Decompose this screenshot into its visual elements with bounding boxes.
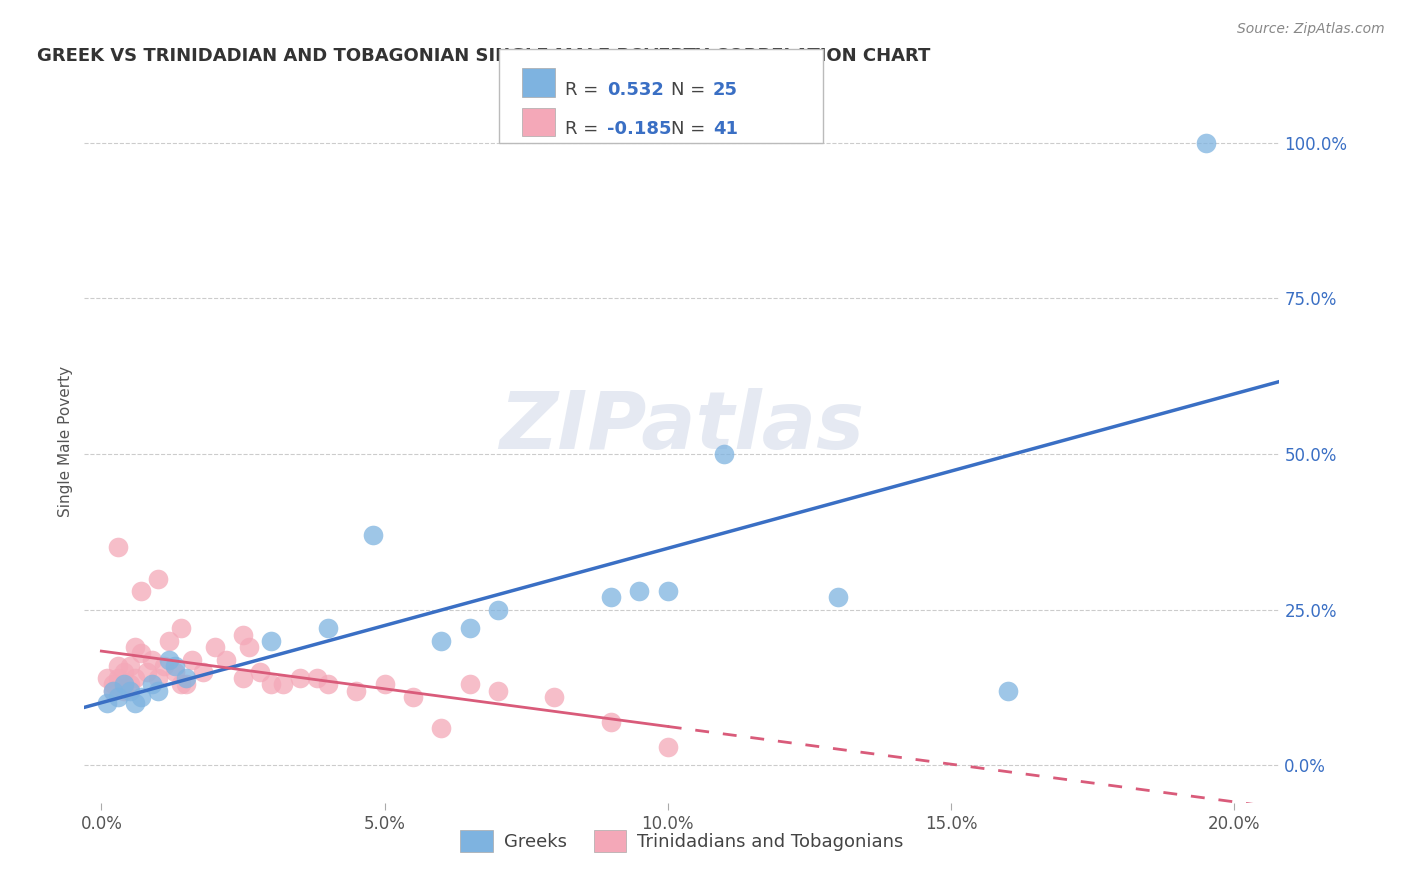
- Point: [193, 665, 215, 679]
- Point: [152, 658, 174, 673]
- Point: [486, 603, 509, 617]
- Point: [374, 677, 396, 691]
- Point: [107, 671, 129, 685]
- Point: [288, 671, 311, 685]
- Point: [600, 714, 623, 729]
- Text: R =: R =: [565, 120, 605, 138]
- Point: [124, 640, 146, 654]
- Point: [713, 447, 735, 461]
- Point: [260, 633, 283, 648]
- Point: [129, 584, 152, 599]
- Point: [146, 572, 169, 586]
- Point: [129, 690, 152, 704]
- Point: [141, 677, 163, 691]
- Text: N =: N =: [671, 81, 710, 99]
- Point: [163, 665, 186, 679]
- Text: ZIPatlas: ZIPatlas: [499, 388, 865, 467]
- Point: [600, 591, 623, 605]
- Point: [827, 591, 849, 605]
- Point: [112, 665, 135, 679]
- Point: [215, 652, 238, 666]
- Point: [232, 671, 254, 685]
- Text: GREEK VS TRINIDADIAN AND TOBAGONIAN SINGLE MALE POVERTY CORRELATION CHART: GREEK VS TRINIDADIAN AND TOBAGONIAN SING…: [37, 47, 929, 65]
- Text: -0.185: -0.185: [607, 120, 672, 138]
- Point: [316, 621, 339, 635]
- Text: 41: 41: [713, 120, 738, 138]
- Point: [118, 683, 141, 698]
- Point: [181, 652, 204, 666]
- Point: [118, 677, 141, 691]
- Point: [107, 541, 129, 555]
- Point: [169, 677, 191, 691]
- Point: [430, 721, 453, 735]
- Point: [176, 671, 198, 685]
- Point: [112, 683, 135, 698]
- Point: [305, 671, 328, 685]
- Point: [118, 658, 141, 673]
- Point: [657, 584, 679, 599]
- Point: [146, 683, 169, 698]
- Point: [260, 677, 283, 691]
- Point: [249, 665, 271, 679]
- Point: [157, 633, 180, 648]
- Point: [96, 696, 118, 710]
- Point: [997, 683, 1019, 698]
- Point: [657, 739, 679, 754]
- Y-axis label: Single Male Poverty: Single Male Poverty: [58, 366, 73, 517]
- Point: [101, 683, 124, 698]
- Text: Source: ZipAtlas.com: Source: ZipAtlas.com: [1237, 22, 1385, 37]
- Point: [124, 696, 146, 710]
- Point: [430, 633, 453, 648]
- Point: [204, 640, 226, 654]
- Point: [129, 646, 152, 660]
- Point: [232, 627, 254, 641]
- Point: [176, 677, 198, 691]
- Point: [238, 640, 260, 654]
- Point: [344, 683, 367, 698]
- Text: R =: R =: [565, 81, 605, 99]
- Point: [107, 690, 129, 704]
- Point: [146, 671, 169, 685]
- Point: [107, 658, 129, 673]
- Point: [101, 677, 124, 691]
- Point: [271, 677, 294, 691]
- Point: [135, 665, 157, 679]
- Text: N =: N =: [671, 120, 710, 138]
- Point: [157, 652, 180, 666]
- Point: [316, 677, 339, 691]
- Point: [124, 671, 146, 685]
- Point: [458, 677, 481, 691]
- Point: [361, 528, 384, 542]
- Point: [101, 683, 124, 698]
- Point: [141, 652, 163, 666]
- Point: [163, 658, 186, 673]
- Point: [543, 690, 565, 704]
- Point: [169, 621, 191, 635]
- Point: [402, 690, 425, 704]
- Point: [458, 621, 481, 635]
- Point: [486, 683, 509, 698]
- Legend: Greeks, Trinidadians and Tobagonians: Greeks, Trinidadians and Tobagonians: [453, 822, 911, 859]
- Point: [96, 671, 118, 685]
- Text: 0.532: 0.532: [607, 81, 664, 99]
- Point: [628, 584, 651, 599]
- Text: 25: 25: [713, 81, 738, 99]
- Point: [1195, 136, 1218, 150]
- Point: [112, 677, 135, 691]
